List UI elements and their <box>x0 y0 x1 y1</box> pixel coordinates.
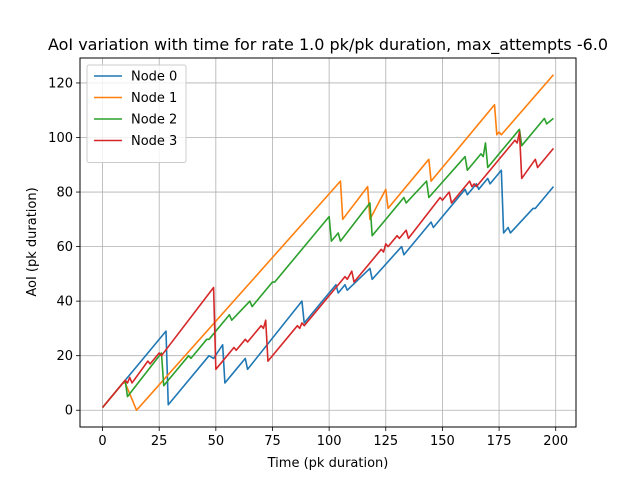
legend-box <box>86 64 187 163</box>
series-line-node-1 <box>101 74 555 412</box>
x-tick-label: 200 <box>543 434 568 449</box>
grid <box>80 58 576 427</box>
series-line-node-0 <box>101 169 555 409</box>
y-axis-label: AoI (pk duration) <box>25 187 40 296</box>
legend-label-node-3: Node 3 <box>131 134 177 149</box>
series-line-node-2 <box>101 117 554 409</box>
x-tick-label: 175 <box>487 434 512 449</box>
y-tick-label: 40 <box>56 295 73 310</box>
x-tick-label: 125 <box>373 434 398 449</box>
x-tick-label: 100 <box>317 434 342 449</box>
x-axis-label: Time (pk duration) <box>267 456 389 471</box>
x-tick-label: 75 <box>264 434 281 449</box>
x-tick-label: 50 <box>208 434 225 449</box>
legend-label-node-2: Node 2 <box>131 113 177 128</box>
x-tick-label: 150 <box>430 434 455 449</box>
x-tick-label: 0 <box>98 434 106 449</box>
legend-label-node-1: Node 1 <box>131 91 177 106</box>
y-tick-label: 60 <box>56 240 73 255</box>
y-tick-label: 20 <box>56 349 73 364</box>
y-tick-label: 120 <box>48 76 73 91</box>
y-tick-label: 80 <box>56 186 73 201</box>
series-line-node-3 <box>101 131 555 409</box>
legend: Node 0 Node 1 Node 2 Node 3 <box>86 64 187 163</box>
plot-frame <box>79 57 577 428</box>
x-tick-label: 25 <box>151 434 168 449</box>
x-axis: 0 25 50 75 100 125 150 175 200 <box>98 427 568 449</box>
legend-label-node-0: Node 0 <box>131 70 177 85</box>
y-axis: 0 20 40 60 80 100 120 <box>48 76 80 419</box>
y-tick-label: 100 <box>48 131 73 146</box>
chart-title: AoI variation with time for rate 1.0 pk/… <box>48 35 608 55</box>
series-layer <box>101 74 555 412</box>
y-tick-label: 0 <box>65 404 73 419</box>
